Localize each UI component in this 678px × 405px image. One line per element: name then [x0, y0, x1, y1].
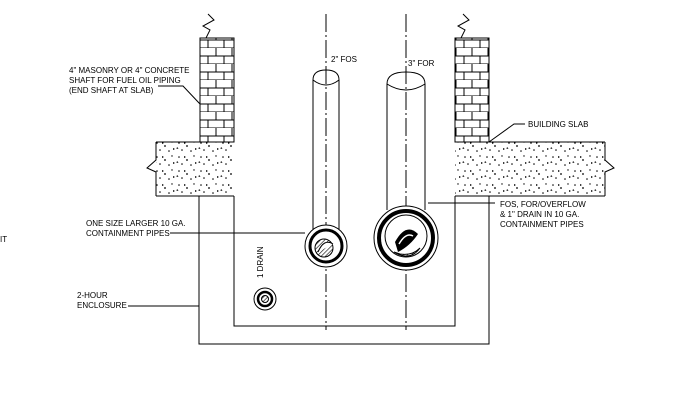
- pipe-3in-for: [386, 14, 426, 330]
- left-masonry-wall: [199, 13, 235, 143]
- pipe-3in-label: 3" FOR: [408, 59, 435, 68]
- right-slab: [455, 141, 615, 197]
- shaft-label-line-2: SHAFT FOR FUEL OIL PIPING: [69, 76, 181, 85]
- left-slab: [146, 141, 234, 197]
- building-slab-label: BUILDING SLAB: [528, 120, 588, 129]
- containment-pipe-2in: [304, 224, 348, 268]
- containment-label-line-1: ONE SIZE LARGER 10 GA.: [86, 219, 186, 228]
- enclosure-label-line-1: 2-HOUR: [77, 291, 108, 300]
- shaft-label-line-1: 4" MASONRY OR 4" CONCRETE: [69, 66, 190, 75]
- drain-label: 1 DRAIN: [256, 246, 265, 278]
- pipe-2in-fos: [312, 14, 340, 330]
- pipe-2in-label: 2" FOS: [331, 55, 357, 64]
- two-hour-enclosure: [198, 196, 490, 345]
- fos-label-line-2: & 1" DRAIN IN 10 GA.: [500, 210, 579, 219]
- containment-label-line-2: CONTAINMENT PIPES: [86, 229, 170, 238]
- leader-lines: [128, 85, 525, 307]
- right-masonry-wall: [454, 13, 490, 143]
- containment-pipe-3in: [373, 205, 439, 271]
- fos-label-line-3: CONTAINMENT PIPES: [500, 220, 584, 229]
- shaft-label-line-3: (END SHAFT AT SLAB): [69, 86, 154, 95]
- enclosure-label-line-2: ENCLOSURE: [77, 301, 127, 310]
- drain-pipe: [253, 287, 277, 311]
- fos-label-line-1: FOS, FOR/OVERFLOW: [500, 200, 586, 209]
- edge-fragment-label: IT: [0, 235, 7, 244]
